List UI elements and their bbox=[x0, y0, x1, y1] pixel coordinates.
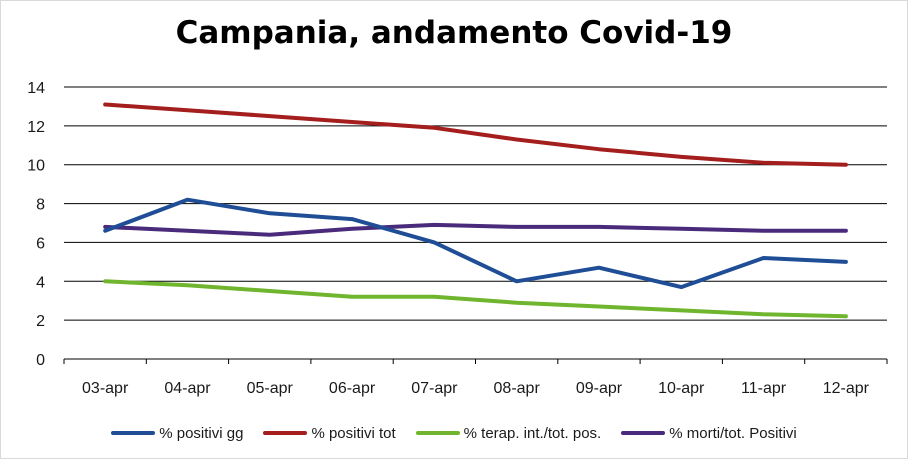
data-point bbox=[597, 147, 601, 151]
series-line bbox=[103, 222, 848, 237]
data-point bbox=[432, 240, 436, 244]
legend-label: % positivi tot bbox=[311, 424, 396, 442]
data-point bbox=[432, 223, 436, 227]
data-point bbox=[268, 114, 272, 118]
legend-item: % terap. int./tot. pos. bbox=[415, 424, 602, 442]
x-tick-label: 08-apr bbox=[494, 380, 541, 397]
data-point bbox=[762, 161, 766, 165]
legend-label: % positivi gg bbox=[159, 424, 244, 442]
data-point bbox=[844, 163, 848, 167]
data-point bbox=[268, 289, 272, 293]
legend-swatch bbox=[415, 431, 460, 435]
legend: % positivi gg % positivi tot % terap. int.… bbox=[1, 421, 907, 445]
data-point bbox=[515, 279, 519, 283]
series-line bbox=[103, 279, 848, 319]
data-point bbox=[597, 305, 601, 309]
data-point bbox=[844, 229, 848, 233]
data-point bbox=[185, 229, 189, 233]
y-tick-label: 6 bbox=[36, 235, 45, 252]
y-tick-label: 0 bbox=[36, 352, 45, 369]
x-tick-label: 12-apr bbox=[823, 380, 870, 397]
data-point bbox=[103, 225, 107, 229]
legend-label: % terap. int./tot. pos. bbox=[463, 424, 602, 442]
x-tick-label: 05-apr bbox=[247, 380, 294, 397]
data-point bbox=[762, 229, 766, 233]
y-tick-label: 4 bbox=[36, 274, 45, 291]
data-point bbox=[844, 314, 848, 318]
chart-title: Campania, andamento Covid-19 bbox=[175, 15, 733, 51]
x-tick-label: 10-apr bbox=[658, 380, 705, 397]
data-point bbox=[515, 137, 519, 141]
data-point bbox=[762, 256, 766, 260]
y-tick-label: 8 bbox=[36, 197, 45, 214]
data-point bbox=[432, 295, 436, 299]
legend-item: % positivi gg bbox=[111, 425, 243, 442]
data-point bbox=[432, 126, 436, 130]
data-point bbox=[350, 120, 354, 124]
data-point bbox=[679, 308, 683, 312]
data-point bbox=[185, 283, 189, 287]
data-point bbox=[679, 155, 683, 159]
data-point bbox=[597, 225, 601, 229]
legend-item: % positivi tot bbox=[263, 424, 396, 442]
series-line bbox=[103, 197, 848, 290]
data-point bbox=[762, 312, 766, 316]
data-point bbox=[350, 295, 354, 299]
y-tick-label: 10 bbox=[27, 158, 45, 175]
data-point bbox=[103, 229, 107, 233]
legend-swatch bbox=[111, 431, 156, 435]
data-point bbox=[268, 233, 272, 237]
data-point bbox=[844, 260, 848, 264]
y-tick-label: 12 bbox=[27, 119, 45, 136]
x-tick-label: 07-apr bbox=[411, 380, 458, 397]
data-point bbox=[350, 227, 354, 231]
data-point bbox=[103, 279, 107, 283]
x-tick-label: 04-apr bbox=[164, 380, 211, 397]
data-point bbox=[185, 108, 189, 112]
data-point bbox=[268, 211, 272, 215]
legend-swatch bbox=[263, 431, 308, 435]
x-tick-label: 06-apr bbox=[329, 380, 376, 397]
y-tick-label: 14 bbox=[27, 80, 45, 97]
data-point bbox=[679, 227, 683, 231]
data-point bbox=[515, 301, 519, 305]
plot-area: 0 2 4 6 8 10 12 14 03-apr 04-apr 05-apr 06-apr 07-ap… bbox=[27, 80, 888, 397]
y-tick-label: 2 bbox=[36, 313, 45, 330]
data-point bbox=[185, 198, 189, 202]
data-point bbox=[597, 266, 601, 270]
data-point bbox=[350, 217, 354, 221]
x-tick-label: 09-apr bbox=[576, 380, 623, 397]
data-point bbox=[103, 102, 107, 106]
x-tick-label: 03-apr bbox=[82, 380, 129, 397]
legend-item: % morti/tot. Positivi bbox=[621, 425, 797, 442]
legend-swatch bbox=[621, 431, 666, 435]
x-tick-label: 11-apr bbox=[741, 380, 787, 397]
series-line bbox=[103, 102, 848, 167]
data-point bbox=[515, 225, 519, 229]
legend-label: % morti/tot. Positivi bbox=[669, 424, 797, 442]
data-point bbox=[679, 285, 683, 289]
